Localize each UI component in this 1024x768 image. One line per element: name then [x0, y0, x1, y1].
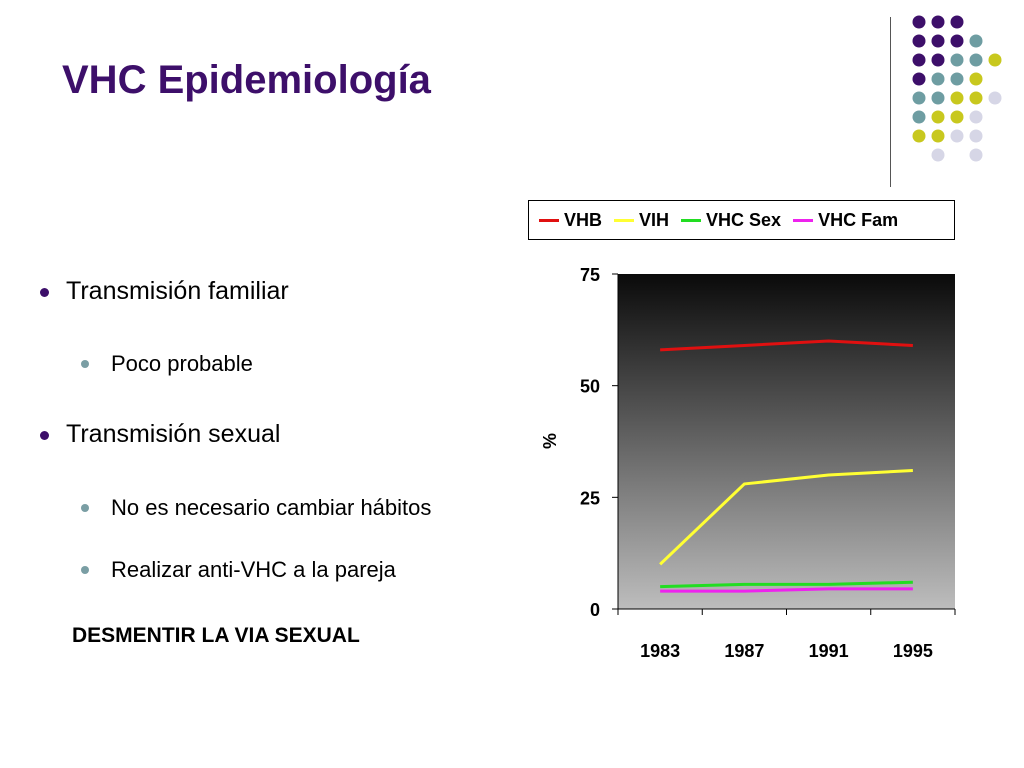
y-tick-label: 25: [580, 488, 600, 508]
legend-item: VHC Sex: [681, 210, 781, 231]
decorative-dot: [912, 129, 926, 143]
y-tick-label: 0: [590, 600, 600, 620]
x-tick-label: 1987: [724, 641, 764, 661]
legend-item: VHB: [539, 210, 602, 231]
legend-label: VIH: [639, 209, 670, 230]
decorative-dot: [969, 129, 983, 143]
legend-swatch: [614, 218, 635, 222]
sub-bullet-poco-probable: Poco probable: [81, 351, 253, 376]
series-line-vhc-sex: [660, 580, 913, 589]
decorative-dot: [988, 91, 1002, 105]
sub-bullet-no-cambiar-habitos: No es necesario cambiar hábitos: [81, 495, 451, 521]
decorative-dot: [950, 15, 964, 29]
slide-title: VHC Epidemiología: [62, 58, 431, 102]
decorative-dot: [969, 72, 983, 86]
decorative-dot: [969, 34, 983, 48]
decorative-dot: [969, 53, 983, 67]
y-tick-label: 50: [580, 377, 600, 397]
sub-bullet-anti-vhc-pareja: Realizar anti-VHC a la pareja: [81, 557, 396, 582]
decorative-dot: [988, 53, 1002, 67]
decorative-dot: [931, 110, 945, 124]
chart-legend: VHB VIH VHC Sex VHC Fam: [528, 200, 955, 240]
decorative-dot: [969, 91, 983, 105]
decorative-dot: [912, 53, 926, 67]
emphasis-text: DESMENTIR LA VIA SEXUAL: [72, 624, 360, 647]
decorative-dot-grid: [912, 15, 1002, 162]
decorative-dot: [931, 34, 945, 48]
decorative-dot: [950, 72, 964, 86]
decorative-dot: [950, 110, 964, 124]
legend-swatch: [681, 218, 702, 222]
decorative-dot: [969, 148, 983, 162]
legend-label: VHC Sex: [706, 209, 782, 230]
legend-item: VHC Fam: [793, 210, 898, 231]
decorative-dot: [931, 148, 945, 162]
line-chart: 0 25 50 75 1983 1987 1991 1995%: [540, 265, 956, 661]
decorative-dot: [931, 72, 945, 86]
legend-label: VHC Fam: [818, 209, 899, 230]
plot-area: [618, 274, 955, 609]
legend-label: VHB: [564, 209, 603, 230]
y-axis-label: %: [540, 433, 560, 449]
legend-swatch: [539, 218, 559, 222]
series-line-vih: [659, 469, 913, 566]
legend-swatch: [793, 218, 814, 222]
decorative-dot: [931, 15, 945, 29]
series-line-vhc-fam: [660, 587, 913, 593]
decorative-dot: [950, 53, 964, 67]
decorative-dot: [931, 53, 945, 67]
x-tick-label: 1991: [809, 641, 849, 661]
decorative-dot: [969, 110, 983, 124]
series-line-vhb: [660, 339, 913, 352]
bullet-transmision-familiar: Transmisión familiar: [40, 277, 289, 305]
divider-line: [890, 17, 891, 187]
x-tick-label: 1995: [893, 641, 933, 661]
bullet-transmision-sexual: Transmisión sexual: [39, 420, 281, 448]
x-tick-label: 1983: [640, 641, 680, 661]
decorative-dot: [950, 91, 964, 105]
legend-item: VIH: [614, 210, 669, 231]
decorative-dot: [950, 34, 964, 48]
decorative-dot: [912, 15, 926, 29]
decorative-dot: [950, 129, 964, 143]
decorative-dot: [931, 91, 945, 105]
decorative-dot: [912, 34, 926, 48]
decorative-dot: [912, 110, 926, 124]
y-tick-label: 75: [580, 265, 600, 285]
decorative-dot: [912, 72, 926, 86]
decorative-dot: [931, 129, 945, 143]
decorative-dot: [912, 91, 926, 105]
